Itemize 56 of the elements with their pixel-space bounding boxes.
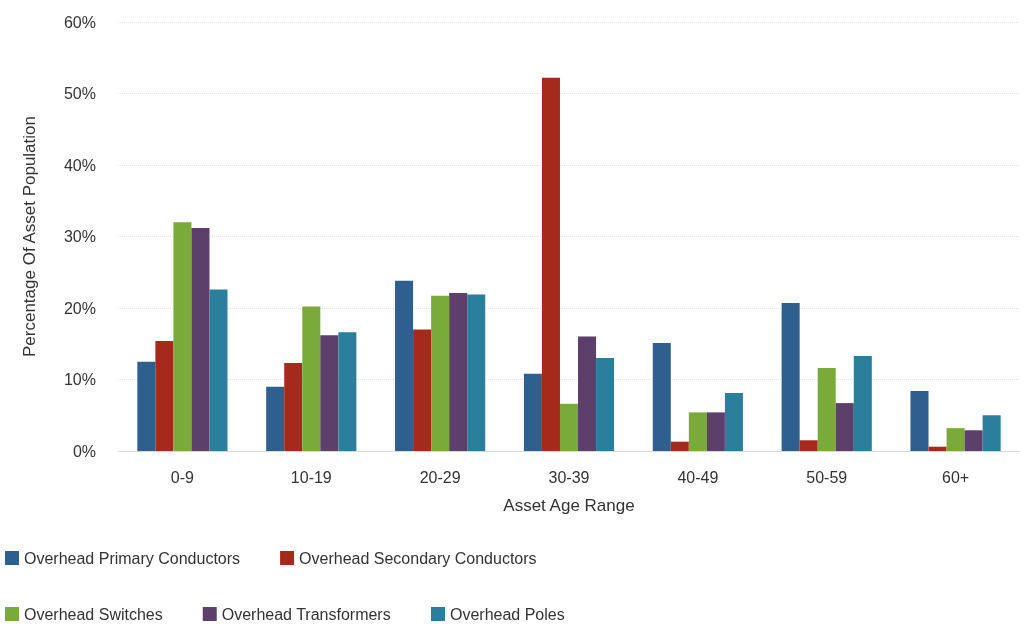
x-tick-label: 30-39	[548, 468, 590, 486]
x-tick-label: 20-29	[419, 468, 461, 486]
y-tick-label: 0%	[72, 442, 96, 460]
bar	[541, 77, 560, 451]
bar	[706, 412, 725, 451]
bar	[266, 386, 285, 451]
bar	[449, 292, 468, 451]
bar	[302, 306, 321, 451]
x-axis-title: Asset Age Range	[503, 496, 635, 515]
bar	[652, 343, 671, 451]
bar	[395, 280, 414, 451]
bar	[137, 361, 156, 451]
x-tick-label: 60+	[942, 468, 970, 486]
bar	[413, 329, 432, 451]
bar	[799, 440, 818, 451]
bar	[559, 403, 579, 451]
bar	[578, 336, 597, 451]
bar	[910, 390, 929, 451]
bar	[284, 363, 303, 451]
y-tick-label: 20%	[63, 299, 96, 317]
bar	[853, 355, 872, 451]
bar	[209, 289, 228, 451]
bar	[964, 430, 983, 451]
bar	[817, 368, 836, 451]
bar	[928, 446, 947, 451]
bar	[596, 358, 615, 451]
bar	[320, 335, 339, 451]
x-tick-label: 10-19	[290, 468, 332, 486]
bar	[688, 412, 707, 451]
y-tick-label: 30%	[63, 228, 96, 245]
bar	[946, 428, 965, 451]
bar	[173, 222, 192, 451]
bar	[835, 403, 854, 451]
legend-label: Overhead Secondary Conductors	[299, 549, 537, 567]
legend-label: Overhead Switches	[24, 605, 163, 623]
bar	[191, 227, 210, 451]
bar	[338, 332, 357, 451]
y-tick-label: 10%	[63, 371, 96, 388]
bar	[467, 294, 486, 451]
bar	[670, 441, 689, 451]
legend-label: Overhead Poles	[449, 605, 565, 623]
x-tick-label: 0-9	[170, 468, 195, 486]
bar	[724, 393, 743, 451]
x-tick-label: 40-49	[677, 468, 719, 486]
y-tick-label: 60%	[63, 13, 96, 31]
bar	[523, 373, 542, 451]
y-tick-label: 40%	[63, 156, 96, 174]
bar	[982, 415, 1001, 451]
x-tick-label: 50-59	[806, 468, 848, 486]
bar	[431, 295, 450, 451]
y-tick-label: 50%	[63, 85, 96, 102]
legend-label: Overhead Primary Conductors	[24, 549, 241, 567]
bar	[781, 303, 800, 451]
legend-label: Overhead Transformers	[221, 605, 391, 623]
y-axis-title: Percentage Of Asset Population	[20, 116, 39, 357]
bar	[155, 340, 174, 451]
